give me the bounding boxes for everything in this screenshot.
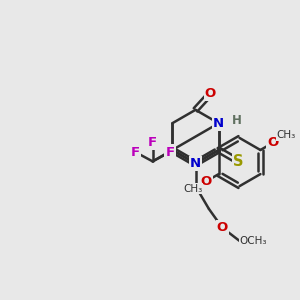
Text: S: S [233,154,244,169]
Text: O: O [200,175,211,188]
Text: N: N [213,117,224,130]
Text: O: O [217,221,228,234]
Text: N: N [190,157,201,170]
Text: N: N [213,117,224,130]
Text: F: F [166,146,175,158]
Text: O: O [268,136,279,149]
Text: O: O [205,87,216,100]
Text: F: F [148,136,157,149]
Text: F: F [131,146,140,158]
Text: OCH₃: OCH₃ [240,236,267,246]
Text: CH₃: CH₃ [276,130,296,140]
Text: CH₃: CH₃ [184,184,203,194]
Text: H: H [232,114,242,127]
